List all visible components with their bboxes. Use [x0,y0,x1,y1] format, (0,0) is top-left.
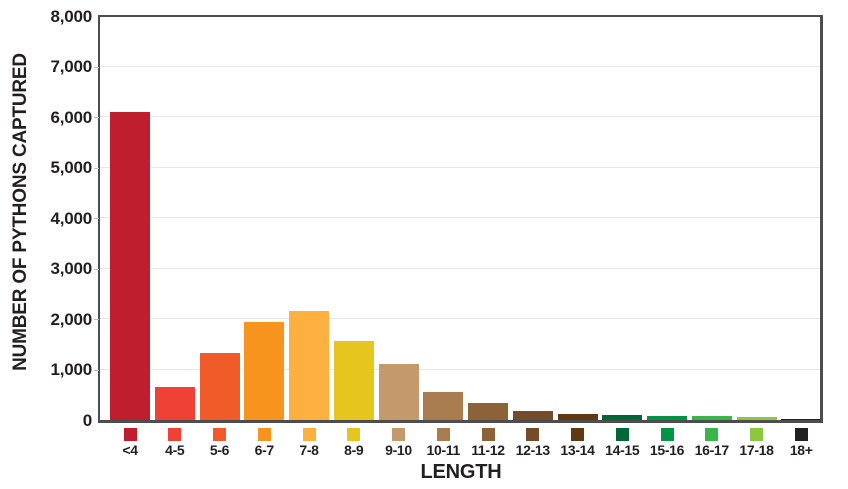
x-tick-label: 4-5 [165,442,185,458]
y-tick [94,369,99,371]
x-tick-label: 9-10 [385,442,412,458]
bar [647,416,687,420]
y-tick-label: 2,000 [50,309,92,329]
x-tick-label: 10-11 [426,442,461,458]
gridline [100,217,822,218]
y-tick [94,167,99,169]
x-tick-label: 11-12 [471,442,505,458]
legend-swatch [571,428,584,441]
x-tick-label: 7-8 [299,442,319,458]
x-axis-title: LENGTH [420,461,502,483]
plot-frame-right [820,15,823,423]
bar [244,322,285,420]
y-tick-label: 3,000 [50,259,92,278]
x-tick-label: 15-16 [649,442,685,458]
x-tick-label: <4 [122,442,138,458]
gridline [100,116,822,117]
bar [781,418,822,420]
y-tick [94,66,99,68]
y-tick-label: 6,000 [50,107,92,127]
bar [199,352,240,420]
x-tick-label: 5-6 [209,442,230,458]
bar [289,311,329,420]
gridline [100,267,822,269]
x-tick-label: 16-17 [694,442,730,458]
y-axis-line [98,15,100,423]
x-tick-label: 13-14 [560,442,595,458]
x-tick-label: 18+ [789,442,813,458]
x-tick-label: 12-13 [515,442,551,458]
legend-swatch [213,428,226,441]
legend-swatch [615,428,629,441]
x-tick-label: 6-7 [254,442,275,458]
gridline [100,65,822,67]
bar [378,363,419,420]
legend-swatch [168,428,182,441]
y-tick-label: 4,000 [50,208,92,228]
legend-swatch [257,428,271,441]
legend-swatch [302,428,316,441]
legend-swatch [481,428,495,441]
y-tick-label: 7,000 [50,57,92,76]
legend-swatch [347,428,361,441]
legend-swatch [526,428,540,441]
gridline [100,368,822,370]
gridline [100,318,822,319]
bar [468,403,508,420]
x-axis-line [98,420,823,423]
gridline [100,166,822,168]
legend-swatch [750,428,763,441]
bar [110,111,150,420]
legend-swatch [705,428,719,441]
legend-swatch [123,428,137,441]
x-tick-label: 8-9 [344,442,364,458]
x-tick-label: 17-18 [739,442,774,458]
y-tick-label: 8,000 [50,6,92,26]
y-tick-label: 5,000 [50,158,92,177]
legend-swatch [794,428,808,441]
legend-swatch [436,428,450,441]
plot-frame-top [98,15,823,17]
bar [736,417,777,420]
x-tick-label: 14-15 [605,442,640,458]
legend-swatch [660,428,674,441]
bar [512,411,553,420]
legend-swatch [392,428,405,441]
bar [602,414,643,420]
y-tick [94,268,99,270]
bar [691,416,732,420]
y-tick [94,117,99,118]
y-tick [94,319,99,320]
y-tick-label: 1,000 [50,360,92,379]
bar [333,341,374,420]
y-tick [94,218,99,219]
bar [423,391,464,420]
bar [557,414,598,420]
y-tick-label: 0 [82,410,92,430]
plot-area [100,16,822,420]
bar [154,387,195,420]
